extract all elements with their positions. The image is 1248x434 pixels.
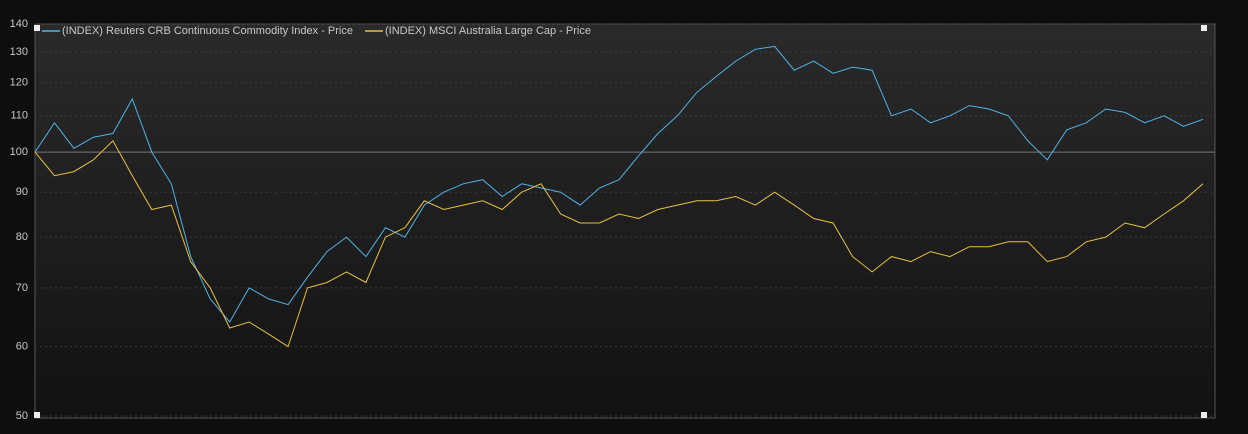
legend-label: (INDEX) Reuters CRB Continuous Commodity… (62, 25, 353, 37)
y-tick-label: 50 (16, 410, 28, 422)
y-tick-label: 90 (16, 186, 28, 198)
legend: (INDEX) Reuters CRB Continuous Commodity… (42, 25, 591, 37)
y-tick-label: 130 (10, 46, 28, 58)
corner-handle (1201, 25, 1207, 31)
legend-label: (INDEX) MSCI Australia Large Cap - Price (385, 25, 591, 37)
plot-area (34, 23, 1216, 419)
corner-handle (34, 412, 40, 418)
corner-handle (34, 25, 40, 31)
y-tick-label: 110 (10, 110, 28, 122)
line-series (34, 45, 1204, 323)
y-tick-label: 120 (10, 77, 28, 89)
y-tick-label: 70 (16, 282, 28, 294)
y-tick-label: 60 (16, 340, 28, 352)
line-series (34, 139, 1204, 348)
y-tick-label: 100 (10, 146, 28, 158)
y-tick-label: 80 (16, 231, 28, 243)
y-tick-label: 140 (10, 18, 28, 30)
corner-handle (1201, 412, 1207, 418)
